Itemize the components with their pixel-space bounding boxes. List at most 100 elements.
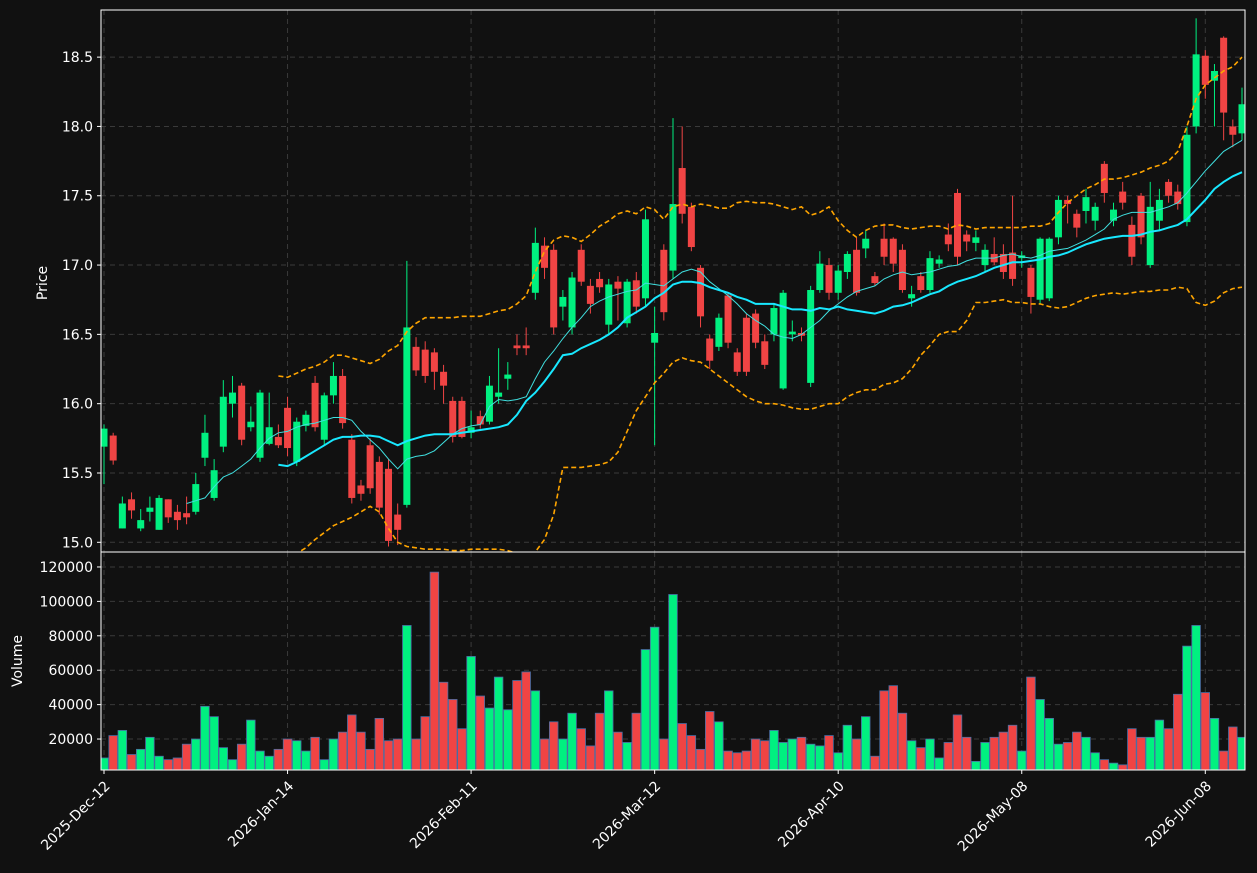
volume-bar [1163, 728, 1174, 770]
volume-axis-title: Volume [10, 635, 26, 687]
candle-body [531, 242, 539, 293]
volume-bar [805, 743, 816, 770]
volume-bar [101, 757, 109, 770]
overlay-line [278, 171, 1243, 468]
volume-bar [760, 740, 770, 770]
candle-body [504, 374, 512, 379]
candle-body [660, 249, 668, 313]
volume-bar [824, 735, 834, 770]
candle-body [1128, 224, 1136, 257]
volume-bar [640, 649, 651, 770]
candle-body [485, 385, 493, 422]
y-tick-label: 18.5 [62, 50, 93, 66]
candle-body [357, 485, 365, 494]
y-tick-label: 20000 [48, 732, 93, 748]
candle-body [109, 435, 117, 461]
volume-bar [980, 742, 990, 770]
candle-body [302, 414, 310, 426]
candle-body [1155, 199, 1163, 221]
volume-bar [1026, 676, 1036, 770]
volume-bar [1072, 731, 1082, 770]
candle-body [816, 263, 824, 291]
volume-bar [613, 731, 623, 770]
candle-body [706, 338, 714, 361]
candle-body [256, 392, 264, 458]
candle-body [632, 280, 640, 307]
candle-body [935, 259, 943, 264]
y-tick-label: 100000 [40, 594, 93, 610]
candle-body [596, 278, 604, 288]
candle-body [375, 461, 383, 508]
volume-bar [356, 731, 366, 770]
candle-body [1137, 195, 1145, 238]
y-tick-label: 18.0 [62, 119, 93, 135]
candle-body [559, 296, 567, 307]
candle-body [1192, 54, 1200, 127]
candle-body [871, 276, 879, 284]
candle-body [1091, 206, 1099, 221]
volume-bar [493, 676, 504, 770]
volume-bar [1127, 728, 1137, 770]
volume-bar [282, 738, 293, 770]
candle-body [421, 349, 429, 376]
candle-body [247, 421, 255, 428]
candle-body [880, 238, 888, 257]
candle-body [733, 352, 741, 372]
candle-body [752, 313, 760, 343]
volume-bar [475, 695, 485, 770]
candle-body [605, 284, 613, 325]
candle-body [963, 234, 971, 242]
candle-body [1054, 199, 1062, 238]
volume-bar [695, 748, 706, 770]
volume-bar [971, 760, 981, 770]
candle-body [568, 277, 576, 328]
volume-bar [200, 705, 210, 770]
candle-body [917, 276, 925, 291]
candle-body [1045, 238, 1053, 299]
volume-bar [1108, 762, 1119, 770]
volume-bar [906, 740, 917, 770]
volume-bar [1218, 750, 1229, 770]
volume-bar [558, 738, 568, 770]
candle-body [825, 265, 833, 293]
volume-bar [301, 750, 311, 770]
volume-bar [521, 671, 531, 770]
candle-body [339, 375, 347, 424]
y-tick-label: 80000 [48, 629, 93, 645]
candle-body [843, 253, 851, 272]
candle-body [320, 395, 328, 440]
candle-body [898, 249, 906, 291]
candle-body [192, 484, 200, 512]
volume-bar [769, 730, 779, 770]
volume-bar [1081, 736, 1091, 770]
volume-bar [714, 721, 724, 770]
volume-bar [870, 755, 880, 770]
volume-frame [100, 551, 1246, 771]
candle-body [999, 253, 1007, 272]
volume-bar [273, 748, 284, 770]
volume-bar [649, 626, 660, 770]
candle-body [981, 249, 989, 266]
candle-body [678, 168, 686, 214]
volume-bar [503, 709, 513, 770]
volume-bar [392, 738, 403, 770]
volume-bar [576, 728, 586, 770]
volume-bar [1053, 743, 1064, 770]
volume-bar [631, 712, 641, 770]
volume-bar [916, 747, 926, 770]
volume-bar [429, 571, 440, 770]
volume-bar [879, 690, 889, 770]
candle-body [293, 421, 301, 462]
candle-body [1165, 181, 1173, 196]
volume-bar [310, 736, 320, 770]
volume-bar [539, 738, 550, 770]
volume-bar [851, 738, 862, 770]
candle-body [210, 470, 218, 498]
candle-body [954, 192, 961, 257]
candle-body [522, 345, 530, 349]
candle-body [834, 270, 842, 293]
candle-body [366, 445, 374, 489]
volume-bar [255, 750, 265, 770]
candle-body [1146, 206, 1154, 266]
volume-bar [705, 711, 715, 770]
